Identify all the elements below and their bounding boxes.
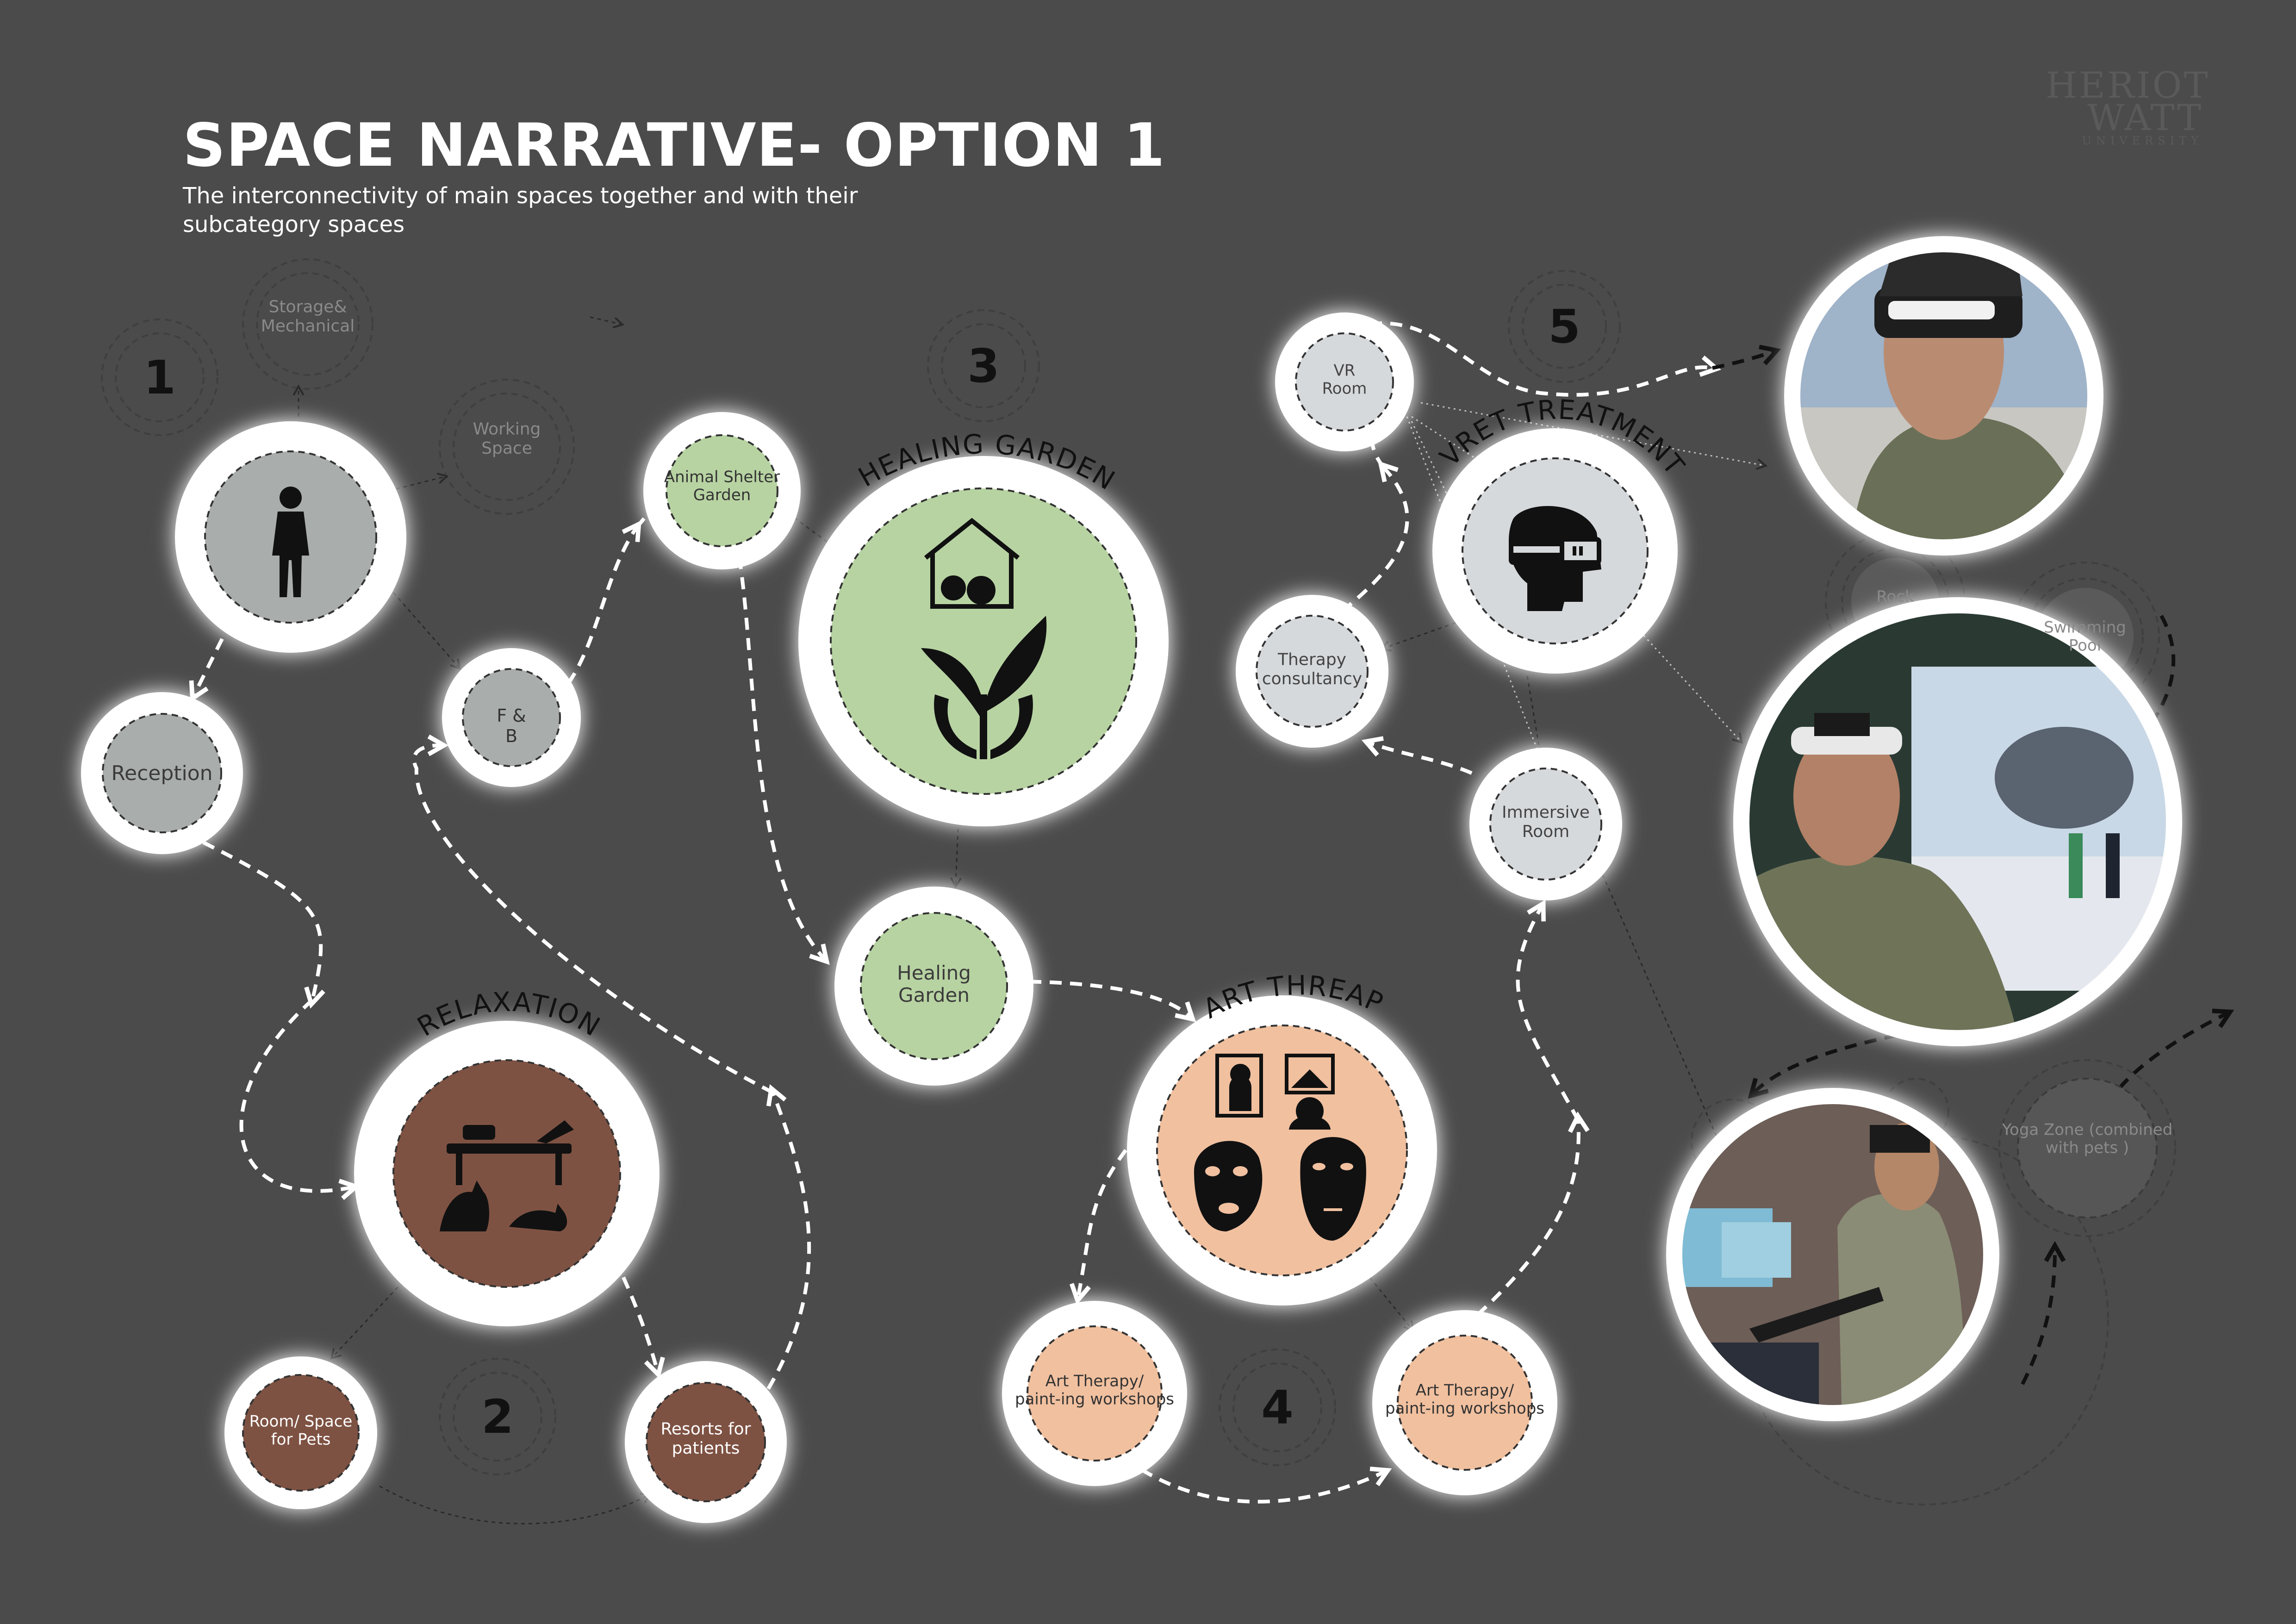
house-with-pets-icon	[924, 518, 1020, 609]
zone-number-4: 4	[1261, 1380, 1294, 1435]
label-storage: Storage& Mechanical	[261, 297, 355, 335]
node-entrance[interactable]	[175, 421, 406, 653]
label-room-pets: Room/ Space for Pets	[249, 1412, 353, 1449]
node-yoga[interactable]	[2017, 1078, 2158, 1218]
label-therapy-consultancy: Therapy consultancy	[1262, 650, 1362, 688]
zone-number-5: 5	[1548, 300, 1580, 354]
vr-headset-head-icon	[1509, 506, 1601, 611]
node-animal-shelter[interactable]	[643, 412, 801, 569]
picture-frame-icon	[1285, 1054, 1335, 1130]
photo-vr-headset-screen	[1733, 597, 2182, 1046]
label-yoga: Yoga Zone (combined with pets )	[2002, 1121, 2173, 1157]
lounge-chair-icon	[447, 1120, 574, 1185]
photo-vr-simulator	[1666, 1088, 1999, 1421]
label-vr-room: VR Room	[1322, 362, 1367, 398]
photo-vr-goggles	[1784, 236, 2103, 556]
zone-number-1: 1	[143, 350, 176, 405]
logo-line-2: WATT	[2087, 97, 2203, 139]
node-relaxation-main[interactable]	[354, 1021, 660, 1326]
logo-line-3: UNIVERSITY	[2082, 134, 2203, 147]
node-resorts[interactable]	[625, 1361, 787, 1523]
label-art-right: Art Therapy/paint-ing workshops	[1385, 1381, 1544, 1418]
cats-icon	[440, 1181, 567, 1231]
thin-connectors	[292, 316, 1725, 1524]
label-fb: F & B	[497, 706, 526, 746]
zone-number-3: 3	[967, 339, 1000, 393]
label-animal-shelter: Animal Shelter Garden	[664, 468, 780, 505]
logo-line-1: HERIOT	[2046, 65, 2210, 106]
node-reception[interactable]	[81, 692, 243, 854]
label-art-left: Art Therapy/paint-ing workshops	[1015, 1372, 1174, 1409]
portrait-frame-icon	[1215, 1054, 1263, 1118]
node-art-therapy-right[interactable]	[1372, 1310, 1557, 1495]
label-rock: Rock	[1876, 587, 1914, 606]
university-logo: HERIOT WATT UNIVERSITY	[2046, 65, 2210, 147]
label-working: Working Space	[473, 419, 541, 457]
node-fb[interactable]	[442, 648, 581, 787]
node-art-therapy-left[interactable]	[1002, 1301, 1187, 1486]
plant-in-hands-icon	[921, 616, 1047, 759]
page-title: SPACE NARRATIVE- OPTION 1	[183, 111, 1165, 180]
page-subtitle: The interconnectivity of main spaces tog…	[183, 183, 858, 237]
label-swimming: Swimming Pool	[2044, 618, 2126, 655]
label-resorts: Resorts for patients	[661, 1419, 751, 1457]
node-healing-garden-main[interactable]	[798, 456, 1169, 826]
theatre-masks-icon	[1194, 1137, 1366, 1241]
node-healing-garden-small[interactable]	[834, 887, 1033, 1086]
zone-number-2: 2	[481, 1390, 514, 1444]
node-therapy-consultancy[interactable]	[1236, 595, 1388, 748]
node-art-therapy-main[interactable]	[1127, 995, 1437, 1305]
zone-number-badges: 1 2 3 4 5	[143, 300, 1580, 1444]
node-vret-main[interactable]	[1432, 428, 1678, 674]
node-room-pets[interactable]	[224, 1356, 377, 1509]
node-vr-room[interactable]	[1275, 312, 1414, 451]
standing-person-icon	[272, 487, 309, 597]
label-immersive-room: Immersive Room	[1502, 803, 1590, 841]
label-healing-garden: Healing Garden	[897, 962, 971, 1006]
node-immersive-room[interactable]	[1469, 748, 1622, 900]
label-reception: Reception	[111, 762, 212, 785]
